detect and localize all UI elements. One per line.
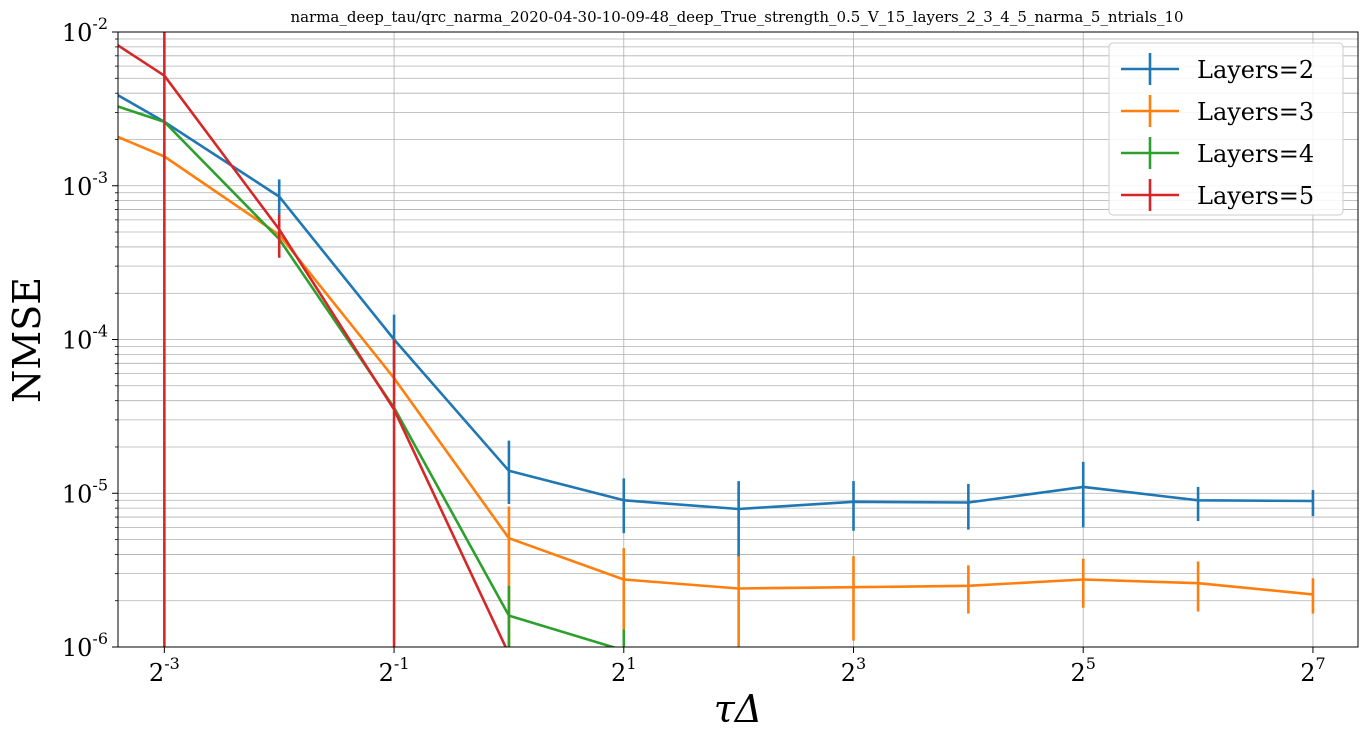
series-line xyxy=(118,93,1313,511)
x-tick-label: 2-1 xyxy=(379,654,410,687)
x-tick-label: 27 xyxy=(1300,654,1325,687)
y-axis-ticks: 10-6 10-5 10-4 10-3 10-2 xyxy=(62,14,118,662)
chart-title: narma_deep_tau/qrc_narma_2020-04-30-10-0… xyxy=(290,8,1183,26)
series-2 xyxy=(118,93,1315,558)
x-tick-label: 2-3 xyxy=(149,654,180,687)
x-axis-ticks: 2-3 2-1 21 23 25 27 xyxy=(149,647,1326,687)
legend-item: Layers=4 xyxy=(1121,137,1314,169)
legend-item: Layers=2 xyxy=(1121,53,1314,85)
legend-label: Layers=5 xyxy=(1197,182,1314,210)
y-tick-label: 10-6 xyxy=(62,629,108,662)
plot-area xyxy=(118,32,1315,647)
series-line xyxy=(118,105,618,647)
x-axis-label: τΔ xyxy=(714,687,762,731)
y-axis-label: NMSE xyxy=(5,277,49,403)
x-tick-label: 21 xyxy=(611,654,636,687)
y-tick-label: 10-2 xyxy=(62,14,108,47)
legend-item: Layers=5 xyxy=(1121,179,1314,211)
series-5 xyxy=(118,32,508,647)
legend-label: Layers=2 xyxy=(1197,56,1314,84)
series-3 xyxy=(118,135,1315,647)
legend-box xyxy=(1108,42,1344,216)
series-4 xyxy=(118,105,626,647)
legend-label: Layers=3 xyxy=(1197,98,1314,126)
y-tick-label: 10-5 xyxy=(62,475,108,508)
legend: Layers=2 Layers=3 Layers=4 Layers=5 xyxy=(1108,42,1344,216)
y-tick-label: 10-4 xyxy=(62,322,108,355)
y-tick-label: 10-3 xyxy=(62,168,108,201)
series-line xyxy=(118,43,508,647)
legend-item: Layers=3 xyxy=(1121,95,1314,127)
x-tick-label: 25 xyxy=(1070,654,1095,687)
legend-label: Layers=4 xyxy=(1197,140,1314,168)
x-tick-label: 23 xyxy=(841,654,866,687)
series-line xyxy=(118,135,1314,596)
